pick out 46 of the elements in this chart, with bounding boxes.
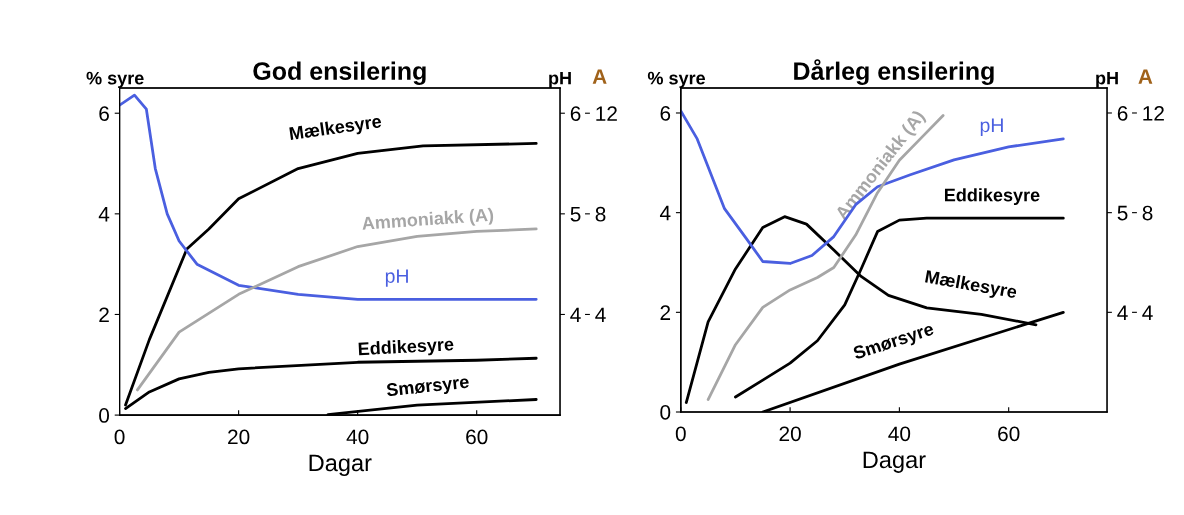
x-tick-label: 0	[675, 426, 686, 442]
text: Smørsyre	[386, 375, 470, 400]
series-label: pH	[385, 269, 408, 287]
series-label: Eddikesyre	[358, 337, 454, 359]
y2-tick-label: 4	[570, 307, 581, 323]
y2-tick-label: 5	[570, 207, 581, 222]
y3-tick-label: 4	[1142, 305, 1153, 320]
y-tick-label: 0	[660, 405, 671, 420]
y2-tick-label: 5	[1117, 205, 1128, 221]
y-tick-label: 4	[659, 205, 671, 221]
y2-axis-title: pH	[1096, 71, 1118, 89]
y-tick-label: 6	[99, 106, 109, 121]
text: Mælkesyre	[289, 114, 383, 144]
y3-axis-title: A	[1138, 69, 1153, 84]
x-tick-label: 20	[779, 426, 801, 442]
x-axis-title: Dagar	[863, 451, 926, 473]
y3-tick-label: 8	[1142, 205, 1153, 221]
y3-axis-title: A	[592, 69, 607, 84]
x-tick-label: 20	[228, 429, 250, 445]
y3-tick-label: 4	[595, 307, 606, 323]
text: Mælkesyre	[924, 269, 1018, 302]
y-tick-label: 6	[660, 105, 671, 121]
x-tick-label: 60	[998, 426, 1020, 442]
x-tick-label: 40	[888, 426, 911, 442]
y3-tick-label: 8	[595, 206, 606, 222]
x-tick-label: 60	[466, 429, 488, 445]
y3-tick-label: 12	[1143, 105, 1164, 121]
y2-tick-label: 6	[1117, 105, 1128, 121]
y-tick-label: 4	[98, 207, 110, 222]
y-tick-label: 0	[99, 408, 110, 423]
y-axis-title: % syre	[647, 71, 706, 89]
series-label: Ammoniakk (A)	[361, 207, 494, 234]
x-tick-label: 40	[346, 429, 369, 445]
y-tick-label: 2	[99, 307, 109, 323]
y-tick-label: 2	[660, 305, 671, 320]
series-label: Eddikesyre	[944, 188, 1040, 205]
y-axis-title: % syre	[86, 71, 144, 89]
y3-tick-label: 12	[596, 106, 617, 121]
y2-axis-title: pH	[549, 71, 571, 89]
y2-tick-label: 4	[1117, 305, 1128, 320]
chart-title: God ensilering	[253, 61, 426, 86]
x-tick-label: 0	[114, 429, 125, 445]
y2-tick-label: 6	[570, 106, 581, 121]
chart-title: Dårleg ensilering	[794, 59, 994, 86]
x-axis-title: Dagar	[309, 454, 372, 476]
series-label: pH	[980, 118, 1003, 136]
